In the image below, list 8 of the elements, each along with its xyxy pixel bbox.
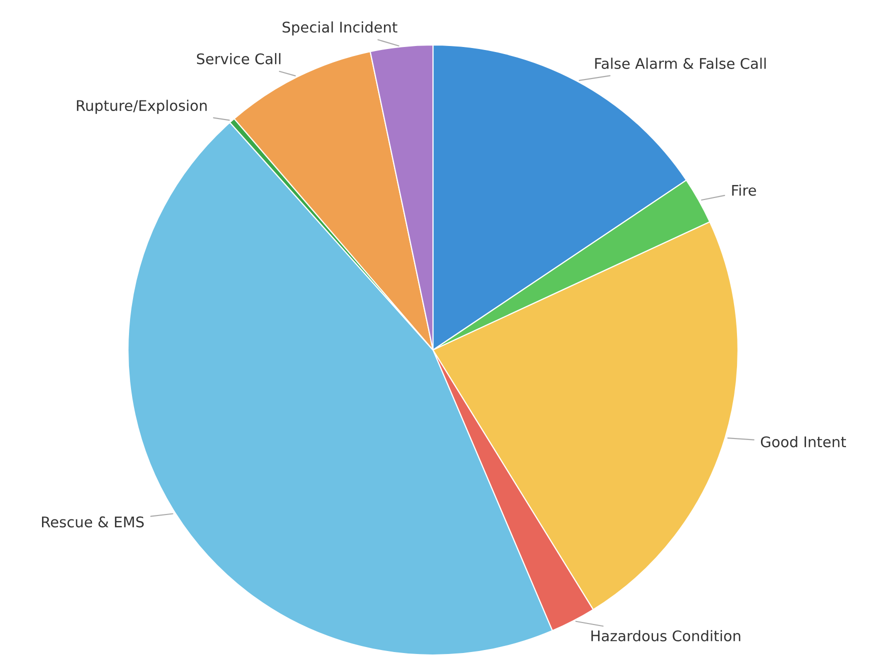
slice-label: Rupture/Explosion (76, 100, 207, 114)
slice-label: Service Call (196, 53, 280, 64)
slice-label: Good Intent (760, 436, 846, 448)
slice-label: Rescue & EMS (42, 516, 144, 528)
slice-label: Hazardous Condition (591, 630, 740, 642)
slice-label: Fire (732, 184, 756, 196)
slice-label: False Alarm & False Call (595, 58, 766, 69)
slice-label: Special Incident (282, 21, 398, 36)
